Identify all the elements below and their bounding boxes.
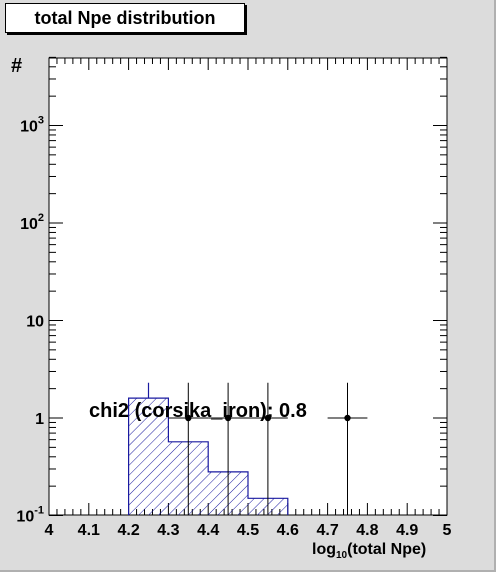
chart-title: total Npe distribution: [5, 3, 245, 33]
y-tick-label: 10: [26, 314, 44, 331]
x-axis-label-sub: 10: [336, 550, 348, 561]
histogram-bar: [128, 398, 169, 515]
x-tick-label: 4.3: [157, 522, 179, 539]
data-point: [224, 414, 232, 422]
x-tick-label: 4.8: [356, 522, 378, 539]
x-tick-label: 4.2: [117, 522, 139, 539]
x-tick-label: 4.5: [237, 522, 259, 539]
x-tick-label: 5: [443, 522, 452, 539]
x-axis-label-log: log: [312, 541, 336, 558]
y-tick-label: 102: [20, 212, 44, 233]
x-tick-label: 4.4: [197, 522, 219, 539]
x-tick-label: 4.7: [316, 522, 338, 539]
x-tick-label: 4.1: [78, 522, 100, 539]
y-tick-label: 10-1: [16, 505, 44, 526]
x-tick-label: 4: [45, 522, 54, 539]
chi2-annotation: chi2 (corsika_iron): 0.8: [89, 400, 307, 422]
x-tick-label: 4.9: [396, 522, 418, 539]
plot-frame: [48, 57, 448, 516]
data-point: [185, 414, 192, 422]
y-axis-label: #: [11, 55, 22, 77]
y-tick-label: 1: [35, 411, 44, 428]
x-axis-label: log10(total Npe): [312, 541, 426, 561]
x-tick-label: 4.6: [277, 522, 299, 539]
x-axis-label-rest: (total Npe): [347, 541, 426, 558]
y-tick-label: 103: [20, 115, 44, 136]
data-point: [264, 414, 272, 422]
data-point: [344, 414, 351, 422]
